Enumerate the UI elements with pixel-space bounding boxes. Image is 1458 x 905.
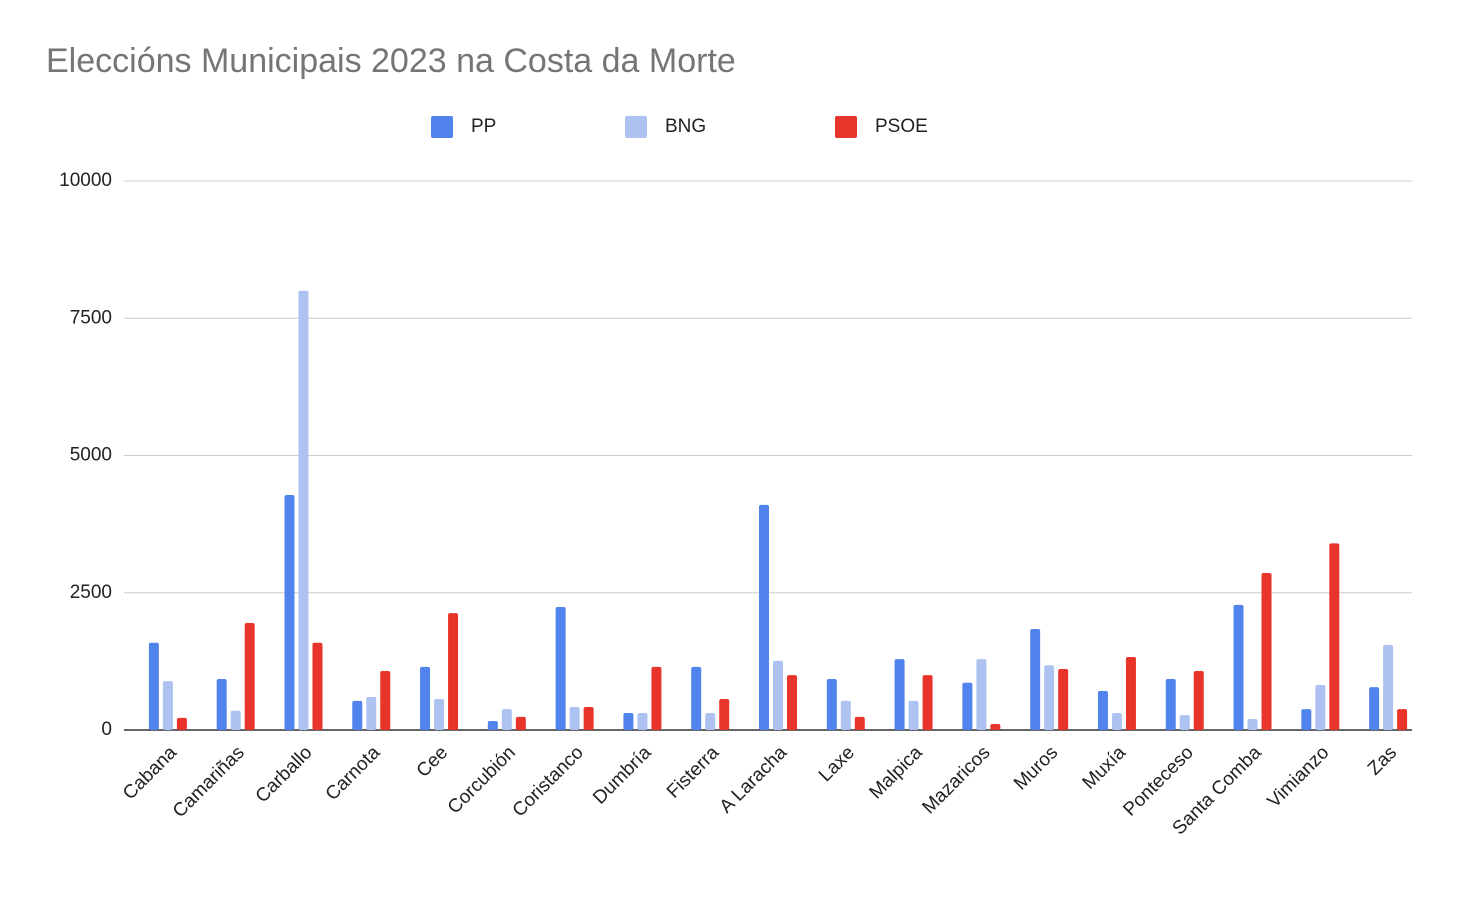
bar — [1179, 715, 1190, 730]
bar — [908, 700, 919, 730]
bar — [1397, 709, 1408, 730]
bar — [216, 678, 227, 730]
bar — [1111, 712, 1122, 730]
bar — [162, 681, 173, 730]
y-tick-label: 2500 — [70, 582, 112, 603]
legend-swatch — [431, 116, 453, 138]
bar — [990, 723, 1001, 730]
bar — [1301, 709, 1312, 730]
bar — [583, 706, 594, 730]
bar — [840, 700, 851, 730]
bar — [962, 682, 973, 730]
bar — [448, 613, 459, 730]
bar — [230, 710, 241, 730]
bar — [569, 706, 580, 730]
y-tick-label: 5000 — [70, 445, 112, 466]
bar — [637, 712, 648, 730]
bar — [894, 659, 905, 730]
bar — [1044, 665, 1055, 730]
bar — [148, 642, 159, 730]
bar — [284, 495, 295, 730]
bar — [352, 700, 363, 730]
bar — [501, 709, 512, 730]
bar — [826, 678, 837, 730]
bar — [1125, 656, 1136, 730]
y-tick-label: 7500 — [70, 307, 112, 328]
bar — [515, 716, 526, 730]
bar — [854, 716, 865, 730]
bar — [1233, 604, 1244, 730]
bar — [380, 670, 391, 730]
bar — [176, 717, 187, 730]
y-tick-label: 0 — [101, 719, 112, 740]
bar — [312, 642, 323, 730]
bar — [773, 660, 783, 730]
bar — [244, 622, 255, 730]
bar — [1030, 628, 1041, 730]
bar — [1329, 543, 1340, 730]
bar — [487, 720, 498, 730]
legend-label: PP — [471, 116, 496, 137]
bar — [1097, 691, 1108, 730]
bar — [555, 607, 566, 730]
bar — [651, 666, 662, 730]
bar — [705, 712, 716, 730]
bar — [691, 666, 702, 730]
bar — [1193, 670, 1204, 730]
bar — [1315, 684, 1326, 730]
bar — [719, 698, 730, 730]
chart-title: Eleccións Municipais 2023 na Costa da Mo… — [46, 42, 736, 80]
bar — [759, 504, 769, 730]
bar — [298, 290, 309, 730]
y-tick-label: 10000 — [59, 170, 112, 191]
bar — [1369, 687, 1380, 730]
legend-swatch — [625, 116, 647, 138]
bar — [1165, 678, 1176, 730]
bar — [922, 675, 933, 730]
legend-label: BNG — [665, 116, 706, 137]
bar — [420, 666, 431, 730]
bar — [1383, 644, 1394, 730]
legend-label: PSOE — [875, 116, 928, 137]
bar — [366, 697, 377, 730]
bar — [1247, 719, 1258, 730]
legend-swatch — [835, 116, 857, 138]
bar — [976, 659, 987, 730]
bar — [434, 698, 445, 730]
bar — [1261, 572, 1272, 730]
bar — [623, 712, 634, 730]
bar — [1058, 669, 1069, 730]
bar — [787, 675, 797, 730]
